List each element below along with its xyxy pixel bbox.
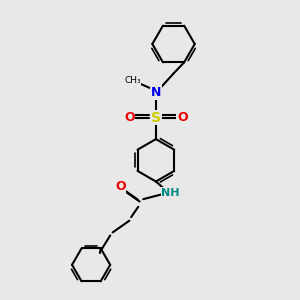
- Text: O: O: [115, 180, 126, 193]
- Text: O: O: [124, 111, 135, 124]
- Text: O: O: [177, 111, 188, 124]
- Text: S: S: [151, 111, 161, 124]
- Text: NH: NH: [161, 188, 180, 198]
- Text: CH₃: CH₃: [124, 76, 141, 85]
- Text: N: N: [151, 86, 161, 99]
